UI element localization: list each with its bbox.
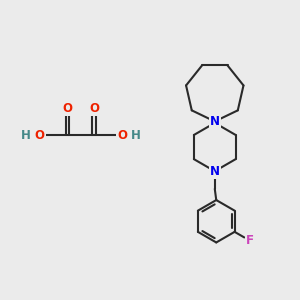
Text: F: F xyxy=(246,234,254,247)
Text: N: N xyxy=(210,115,220,128)
Text: O: O xyxy=(89,102,99,115)
Text: H: H xyxy=(131,129,141,142)
Text: O: O xyxy=(34,129,45,142)
Text: O: O xyxy=(117,129,127,142)
Text: H: H xyxy=(21,129,31,142)
Text: O: O xyxy=(63,102,73,115)
Text: N: N xyxy=(210,165,220,178)
